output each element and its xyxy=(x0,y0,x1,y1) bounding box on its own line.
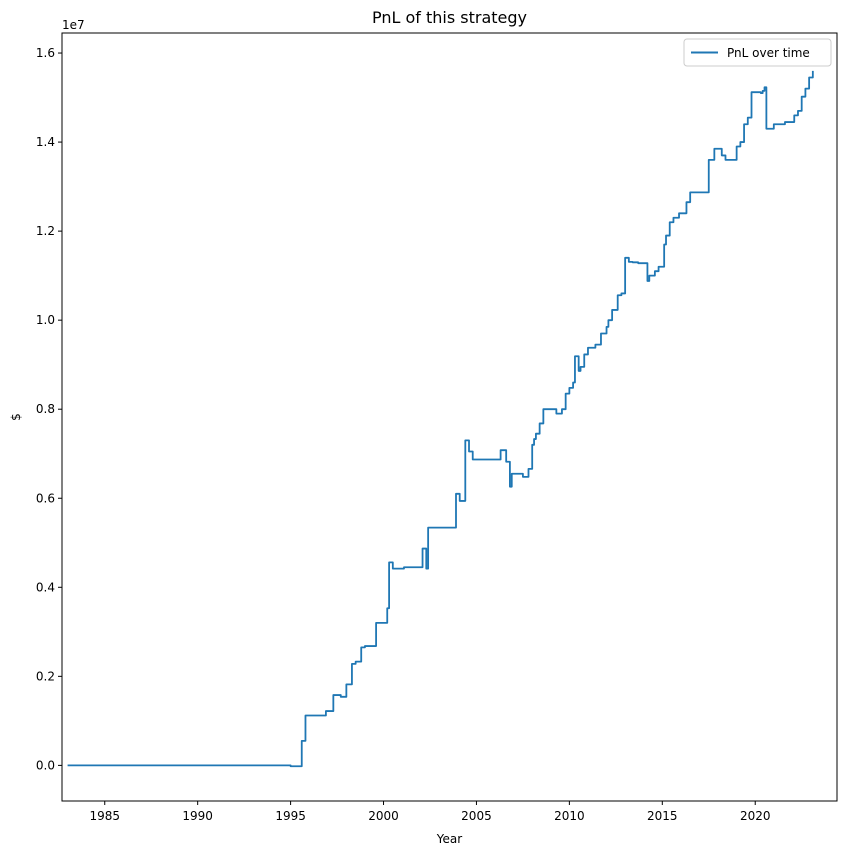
x-axis-ticks: 1985 1990 1995 2000 2005 2010 2015 2020 xyxy=(89,801,770,823)
x-tick-label: 2010 xyxy=(554,809,585,823)
y-tick-label: 1.0 xyxy=(36,313,55,327)
y-offset-label: 1e7 xyxy=(62,18,85,32)
x-tick-label: 1995 xyxy=(275,809,306,823)
legend-box xyxy=(683,38,832,67)
chart-title: PnL of this strategy xyxy=(372,8,527,27)
x-axis-label: Year xyxy=(436,832,462,846)
x-tick-label: 2000 xyxy=(368,809,399,823)
legend: PnL over time xyxy=(683,38,832,67)
y-axis-label: $ xyxy=(9,413,23,421)
legend-label: PnL over time xyxy=(727,46,810,60)
y-tick-label: 1.4 xyxy=(36,135,55,149)
y-tick-label: 1.6 xyxy=(36,46,55,60)
x-tick-label: 2005 xyxy=(461,809,492,823)
x-tick-label: 2015 xyxy=(647,809,678,823)
series-line-pnl xyxy=(67,70,814,768)
plot-frame xyxy=(61,32,838,802)
y-axis-ticks: 0.0 0.2 0.4 0.6 0.8 1.0 1.2 1.4 1.6 xyxy=(36,46,62,772)
x-tick-label: 1990 xyxy=(182,809,213,823)
plot-area xyxy=(62,33,837,801)
x-tick-label: 2020 xyxy=(740,809,771,823)
y-tick-label: 0.4 xyxy=(36,580,55,594)
series-layer xyxy=(67,70,814,768)
y-tick-label: 1.2 xyxy=(36,224,55,238)
x-tick-label: 1985 xyxy=(89,809,120,823)
y-tick-label: 0.6 xyxy=(36,491,55,505)
y-tick-label: 0.8 xyxy=(36,402,55,416)
y-tick-label: 0.0 xyxy=(36,758,55,772)
y-tick-label: 0.2 xyxy=(36,669,55,683)
